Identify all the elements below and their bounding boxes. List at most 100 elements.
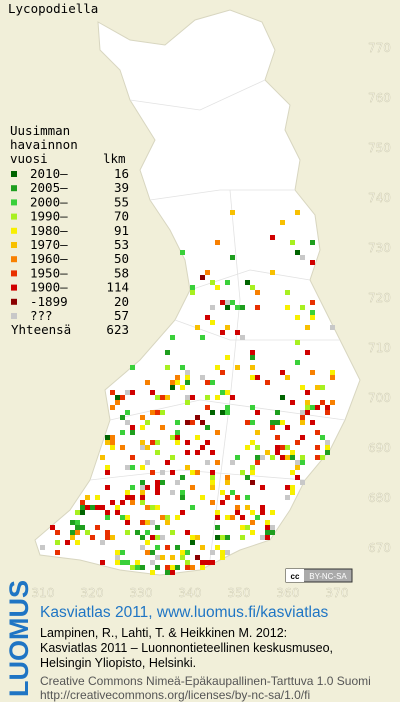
legend-label: 1990– xyxy=(30,209,68,224)
observation-square xyxy=(255,305,260,310)
observation-square xyxy=(275,445,280,450)
observation-square xyxy=(280,455,285,460)
observation-square xyxy=(220,490,225,495)
observation-square xyxy=(305,410,310,415)
observation-square xyxy=(285,455,290,460)
observation-square xyxy=(190,540,195,545)
observation-square xyxy=(290,400,295,405)
observation-square xyxy=(140,490,145,495)
observation-square xyxy=(235,365,240,370)
observation-square xyxy=(155,410,160,415)
observation-square xyxy=(150,520,155,525)
observation-square xyxy=(200,375,205,380)
observation-square xyxy=(185,370,190,375)
observation-square xyxy=(130,365,135,370)
observation-square xyxy=(205,425,210,430)
observation-square xyxy=(195,325,200,330)
observation-square xyxy=(205,395,210,400)
legend-label: 1970– xyxy=(30,237,68,252)
observation-square xyxy=(280,220,285,225)
observation-square xyxy=(75,510,80,515)
observation-square xyxy=(130,500,135,505)
observation-square xyxy=(300,305,305,310)
observation-square xyxy=(85,530,90,535)
observation-square xyxy=(210,550,215,555)
observation-square xyxy=(305,350,310,355)
observation-square xyxy=(250,530,255,535)
observation-square xyxy=(205,405,210,410)
observation-square xyxy=(155,490,160,495)
observation-square xyxy=(120,500,125,505)
y-label: 770 xyxy=(368,41,391,55)
observation-square xyxy=(250,480,255,485)
observation-square xyxy=(300,455,305,460)
observation-square xyxy=(245,280,250,285)
observation-square xyxy=(175,375,180,380)
observation-square xyxy=(270,510,275,515)
observation-square xyxy=(290,490,295,495)
observation-square xyxy=(140,565,145,570)
observation-square xyxy=(260,510,265,515)
observation-square xyxy=(150,505,155,510)
observation-square xyxy=(295,475,300,480)
observation-square xyxy=(300,435,305,440)
observation-square xyxy=(225,325,230,330)
observation-square xyxy=(300,410,305,415)
observation-square xyxy=(165,395,170,400)
observation-square xyxy=(145,540,150,545)
y-label: 740 xyxy=(368,191,391,205)
observation-square xyxy=(325,410,330,415)
x-label: 350 xyxy=(228,586,251,600)
observation-square xyxy=(150,535,155,540)
observation-square xyxy=(315,385,320,390)
observation-square xyxy=(225,475,230,480)
observation-square xyxy=(215,525,220,530)
legend-label: ??? xyxy=(30,308,53,323)
observation-square xyxy=(190,565,195,570)
observation-square xyxy=(155,395,160,400)
observation-square xyxy=(125,490,130,495)
observation-square xyxy=(275,435,280,440)
observation-square xyxy=(230,210,235,215)
observation-square xyxy=(170,335,175,340)
observation-square xyxy=(130,565,135,570)
observation-square xyxy=(225,355,230,360)
observation-square xyxy=(110,390,115,395)
observation-square xyxy=(255,290,260,295)
observation-square xyxy=(200,495,205,500)
legend-swatch xyxy=(11,284,17,291)
observation-square xyxy=(285,425,290,430)
observation-square xyxy=(225,300,230,305)
observation-square xyxy=(165,545,170,550)
observation-square xyxy=(120,415,125,420)
observation-square xyxy=(155,535,160,540)
observation-square xyxy=(165,570,170,575)
observation-square xyxy=(210,475,215,480)
observation-square xyxy=(70,535,75,540)
observation-square xyxy=(275,420,280,425)
observation-square xyxy=(140,415,145,420)
observation-square xyxy=(245,525,250,530)
legend-label: 2000– xyxy=(30,194,68,209)
observation-square xyxy=(140,535,145,540)
observation-square xyxy=(40,545,45,550)
observation-square xyxy=(215,545,220,550)
observation-square xyxy=(225,405,230,410)
observation-square xyxy=(220,500,225,505)
observation-square xyxy=(110,440,115,445)
observation-square xyxy=(75,525,80,530)
observation-square xyxy=(95,525,100,530)
observation-square xyxy=(240,335,245,340)
observation-square xyxy=(105,435,110,440)
observation-square xyxy=(195,450,200,455)
observation-square xyxy=(175,440,180,445)
observation-square xyxy=(310,370,315,375)
observation-square xyxy=(210,280,215,285)
legend-label: 1980– xyxy=(30,223,68,238)
observation-square xyxy=(205,380,210,385)
observation-square xyxy=(105,485,110,490)
observation-square xyxy=(250,465,255,470)
observation-square xyxy=(90,535,95,540)
observation-square xyxy=(180,490,185,495)
